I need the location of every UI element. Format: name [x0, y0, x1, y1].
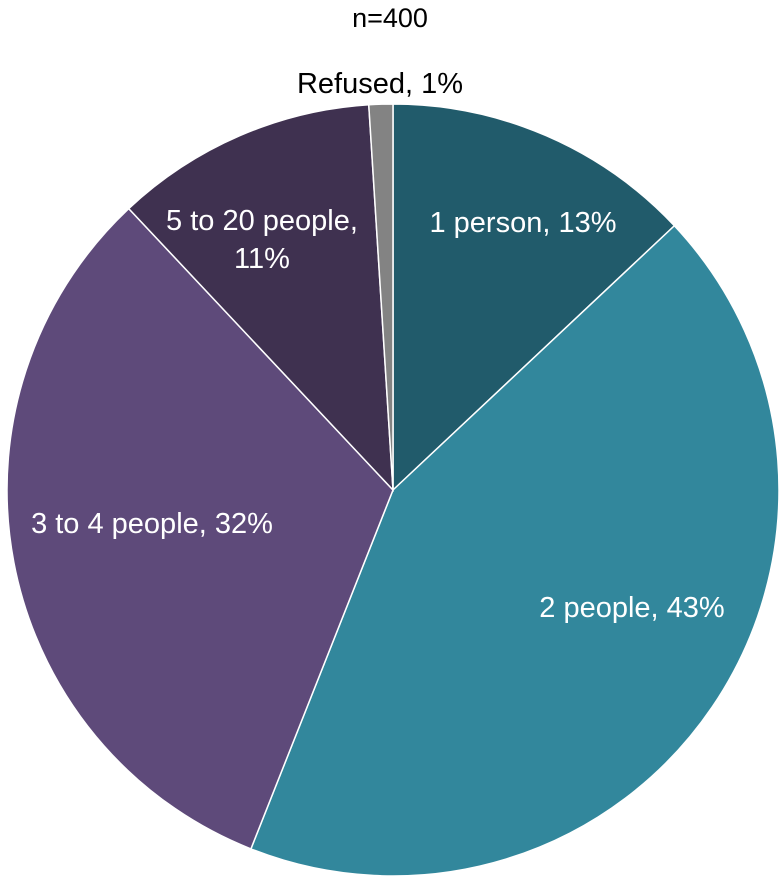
slice-label-1-person: 1 person, 13%	[429, 207, 616, 239]
pie-slice-2-people	[249, 224, 780, 877]
pie-slice-3-to-4-people	[6, 207, 394, 850]
pie-slice-refused	[367, 103, 394, 491]
chart-subtitle: n=400	[352, 3, 428, 33]
pie-slice-1-person	[392, 103, 676, 492]
slice-label-refused: Refused, 1%	[297, 68, 463, 100]
slice-label-3-to-4-people: 3 to 4 people, 32%	[31, 508, 273, 540]
slice-label-2-people: 2 people, 43%	[539, 592, 724, 624]
pie-labels: 1 person, 13% 2 people, 43% 3 to 4 people,…	[31, 68, 725, 624]
pie-slice-5-to-20-people	[127, 103, 394, 493]
slice-label-5-to-20-people: 5 to 20 people, 11%	[166, 205, 358, 275]
pie-slices	[6, 103, 780, 877]
